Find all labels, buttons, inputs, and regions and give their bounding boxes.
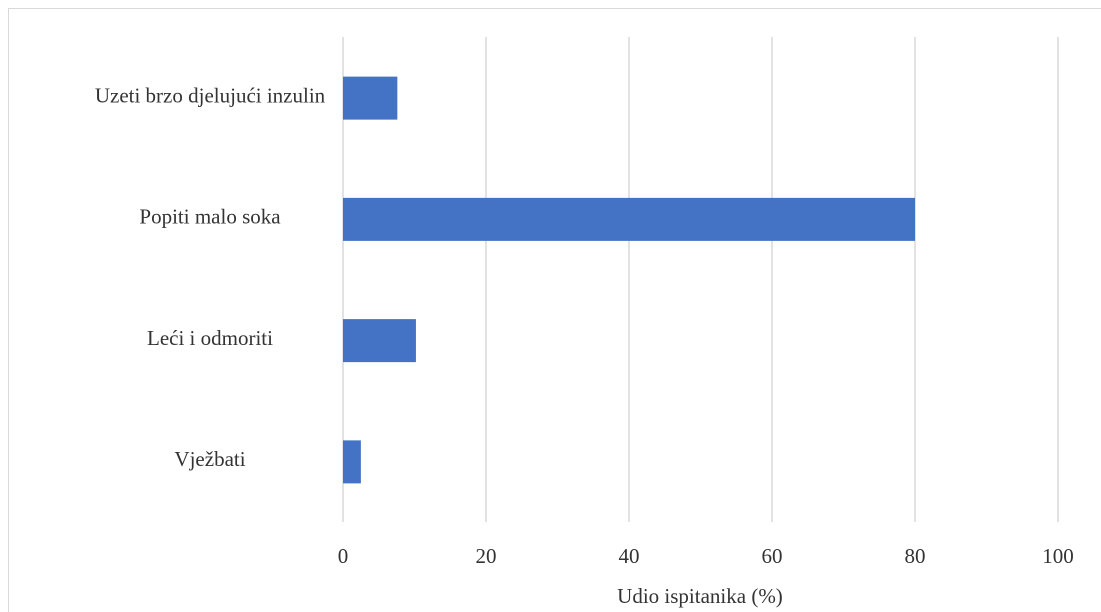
bar [343,440,361,484]
y-tick-label: Leći i odmoriti [147,326,273,350]
chart-border [8,8,1101,612]
x-tick-label: 20 [476,544,497,568]
bar [343,319,416,363]
x-tick-label: 60 [762,544,783,568]
x-tick-label: 40 [619,544,640,568]
y-tick-label: Uzeti brzo djelujući inzulin [95,83,326,107]
y-tick-label: Popiti malo soka [139,205,281,229]
y-tick-label: Vježbati [174,447,245,471]
x-tick-label: 0 [338,544,349,568]
x-tick-label: 100 [1042,544,1074,568]
bar [343,197,915,241]
bar [343,76,398,120]
x-tick-label: 80 [905,544,926,568]
x-axis-title: Udio ispitanika (%) [617,584,783,608]
